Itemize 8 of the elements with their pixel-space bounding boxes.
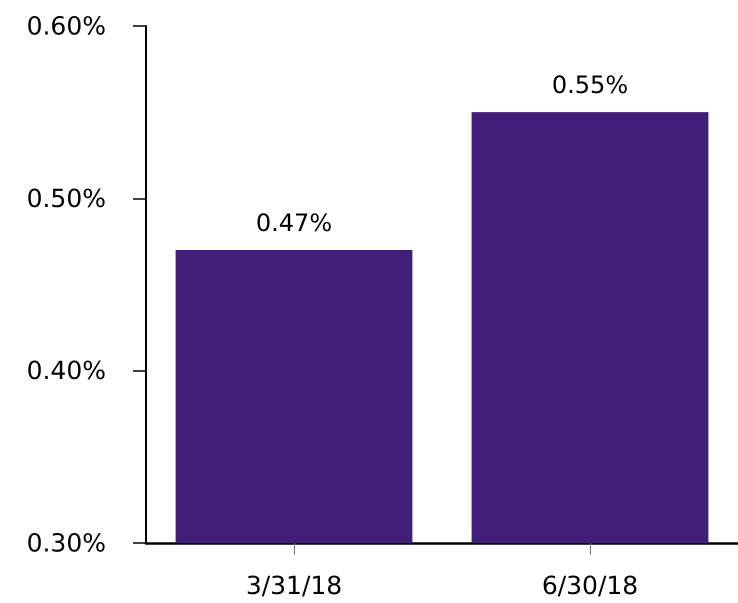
- data-label: 0.47%: [256, 209, 332, 238]
- x-tick-label: 3/31/18: [246, 571, 342, 600]
- y-tick-label: 0.60%: [26, 12, 106, 40]
- data-label: 0.55%: [552, 71, 628, 100]
- x-tick-label: 6/30/18: [542, 571, 638, 600]
- y-tick-label: 0.40%: [26, 356, 106, 386]
- y-tick-label: 0.50%: [26, 184, 106, 213]
- y-tick-label: 0.30%: [26, 528, 106, 558]
